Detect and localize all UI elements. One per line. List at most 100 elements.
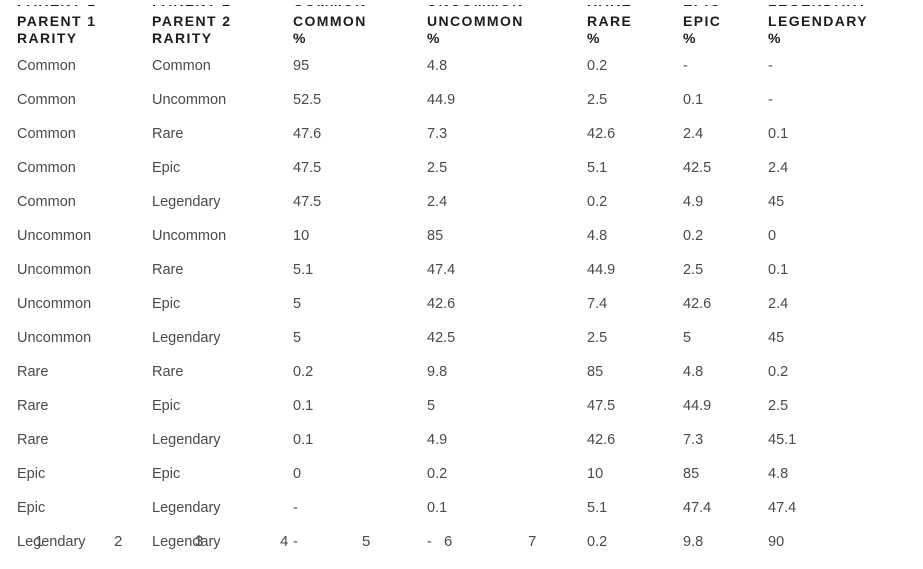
table-cell: Uncommon — [152, 92, 227, 108]
table-cell: 5 — [683, 330, 692, 346]
table-cell: 0.1 — [768, 126, 789, 142]
table-cell: 45 — [768, 330, 785, 346]
table-cell: 47.5 — [293, 160, 322, 176]
table-row: Uncommon Epic 5 42.6 7.4 42.6 2.4 — [17, 287, 923, 321]
table-cell: 42.5 — [683, 160, 712, 176]
table-row: Uncommon Uncommon 10 85 4.8 0.2 0 — [17, 219, 923, 253]
table-cell: Common — [17, 126, 76, 142]
column-header-sub: RARITY — [152, 30, 213, 46]
table-cell: Rare — [152, 364, 184, 380]
table-cell: 85 — [427, 228, 444, 244]
table-cell: Common — [17, 58, 76, 74]
table-cell: 2.5 — [587, 330, 608, 346]
table-row: Epic Legendary - 0.1 5.1 47.4 47.4 — [17, 491, 923, 525]
column-header-sub: % — [683, 30, 697, 46]
table-cell: 85 — [683, 466, 700, 482]
table-cell: Epic — [152, 398, 181, 414]
table-cell: Common — [17, 92, 76, 108]
table-cell: Epic — [17, 466, 46, 482]
table-cell: - — [427, 534, 432, 550]
overlay-marker-digit: 3 — [195, 533, 204, 550]
table-cell: 5.1 — [293, 262, 314, 278]
table-cell: 0.2 — [587, 58, 608, 74]
table-row: Common Uncommon 52.5 44.9 2.5 0.1 - — [17, 83, 923, 117]
table-cell: 10 — [293, 228, 310, 244]
column-header-title: PARENT 1 — [17, 13, 97, 29]
table-row: Legendary Legendary - - 0.2 9.8 90 — [17, 525, 923, 559]
table-cell: Rare — [17, 398, 49, 414]
table-cell: 47.5 — [293, 194, 322, 210]
table-cell: 44.9 — [427, 92, 456, 108]
column-header-title: LEGENDARY — [768, 13, 868, 29]
column-header-uncommon-pct: UNCOMMON % — [427, 8, 587, 49]
overlay-marker-digit: 2 — [114, 533, 123, 550]
table-cell: - — [768, 92, 773, 108]
table-cell: 0.2 — [587, 194, 608, 210]
cropped-text-remnant: PARENT 1 PARENT 2 COMMON UNCOMMON RARE EPIC LE… — [17, 5, 923, 8]
cropped-header-text: PARENT 1 — [17, 5, 96, 8]
table-cell: 42.6 — [587, 432, 616, 448]
table-row: Uncommon Rare 5.1 47.4 44.9 2.5 0.1 — [17, 253, 923, 287]
table-cell: Uncommon — [17, 330, 92, 346]
table-cell: Epic — [152, 296, 181, 312]
overlay-marker-digit: 7 — [528, 533, 537, 550]
table-cell: 0.2 — [587, 534, 608, 550]
table-cell: 0.2 — [293, 364, 314, 380]
column-header-parent2-rarity: PARENT 2 RARITY — [152, 8, 293, 49]
table-cell: 2.4 — [768, 296, 789, 312]
table-row: Rare Epic 0.1 5 47.5 44.9 2.5 — [17, 389, 923, 423]
table-cell: Rare — [152, 262, 184, 278]
table-cell: 4.9 — [427, 432, 448, 448]
table-cell: Rare — [152, 126, 184, 142]
table-row: Common Epic 47.5 2.5 5.1 42.5 2.4 — [17, 151, 923, 185]
column-header-title: COMMON — [293, 13, 367, 29]
table-cell: Common — [152, 58, 211, 74]
table-cell: 44.9 — [587, 262, 616, 278]
table-row: Uncommon Legendary 5 42.5 2.5 5 45 — [17, 321, 923, 355]
table-cell: 42.6 — [427, 296, 456, 312]
overlay-marker-digit: 4 — [280, 533, 289, 550]
column-header-epic-pct: EPIC % — [683, 8, 768, 49]
table-row: Common Legendary 47.5 2.4 0.2 4.9 45 — [17, 185, 923, 219]
table-cell: 45 — [768, 194, 785, 210]
column-header-common-pct: COMMON % — [293, 8, 427, 49]
table-cell: 0.2 — [768, 364, 789, 380]
table-cell: 0.1 — [293, 432, 314, 448]
overlay-marker-digit: 1 — [35, 533, 44, 550]
table-cell: Uncommon — [17, 296, 92, 312]
cropped-header-text: UNCOMMON — [427, 5, 524, 8]
overlay-marker-digit: 5 — [362, 533, 371, 550]
table-cell: 47.4 — [768, 500, 797, 516]
table-row: Rare Legendary 0.1 4.9 42.6 7.3 45.1 — [17, 423, 923, 457]
table-header-row: PARENT 1 RARITY PARENT 2 RARITY COMMON %… — [17, 8, 923, 49]
table-cell: Common — [17, 160, 76, 176]
table-cell: Rare — [17, 364, 49, 380]
table-cell: Legendary — [152, 194, 221, 210]
table-cell: 44.9 — [683, 398, 712, 414]
table-cell: Epic — [17, 500, 46, 516]
table-cell: Epic — [152, 466, 181, 482]
table-cell: 7.3 — [683, 432, 704, 448]
table-cell: Legendary — [152, 330, 221, 346]
table-cell: 0.2 — [427, 466, 448, 482]
table-cell: Uncommon — [152, 228, 227, 244]
cropped-header-text: EPIC — [683, 5, 721, 8]
table-cell: Legendary — [17, 534, 86, 550]
table-cell: 4.9 — [683, 194, 704, 210]
table-cell: 0.1 — [768, 262, 789, 278]
table-cell: Common — [17, 194, 76, 210]
cropped-header-text: LEGENDARY — [768, 5, 868, 8]
table-cell: 4.8 — [427, 58, 448, 74]
table-cell: 47.4 — [683, 500, 712, 516]
table-cell: 47.4 — [427, 262, 456, 278]
table-cell: 4.8 — [683, 364, 704, 380]
table-cell: Uncommon — [17, 262, 92, 278]
table-cell: Epic — [152, 160, 181, 176]
table-cell: Legendary — [152, 534, 221, 550]
table-row: Rare Rare 0.2 9.8 85 4.8 0.2 — [17, 355, 923, 389]
table-cell: 45.1 — [768, 432, 797, 448]
column-header-sub: % — [768, 30, 782, 46]
table-cell: 2.5 — [587, 92, 608, 108]
table-cell: 2.4 — [768, 160, 789, 176]
